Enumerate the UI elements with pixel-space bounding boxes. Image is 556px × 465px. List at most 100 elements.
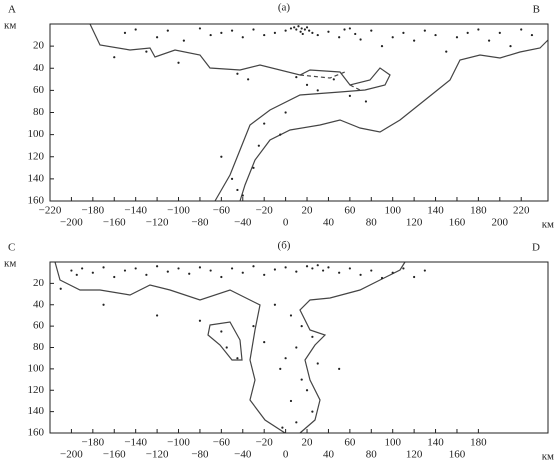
y-tick-label: 140 — [28, 405, 45, 417]
hypocenter — [155, 314, 159, 317]
hypocenter — [297, 25, 300, 28]
hypocenter — [279, 133, 282, 136]
hypocenter — [289, 399, 293, 403]
plot-frame — [49, 261, 549, 434]
hypocenter — [220, 330, 223, 333]
hypocenter — [134, 28, 137, 31]
x-tick-label: −40 — [234, 217, 252, 229]
hypocenter — [241, 271, 244, 274]
hypocenter — [498, 31, 501, 34]
x-tick-label: −100 — [167, 437, 190, 449]
hypocenter — [311, 267, 314, 270]
hypocenter — [273, 268, 277, 271]
hypocenter — [145, 273, 148, 276]
hypocenter — [284, 29, 287, 32]
hypocenter — [252, 28, 255, 31]
hypocenter — [289, 27, 293, 30]
hypocenter — [236, 188, 239, 192]
hypocenter — [327, 266, 330, 269]
hypocenter — [380, 45, 384, 48]
y-tick-label: 120 — [28, 150, 45, 162]
hypocenter — [327, 30, 330, 33]
section-end-label: A — [8, 4, 16, 16]
hypocenter — [487, 39, 491, 42]
hypocenter — [305, 83, 309, 86]
x-tick-label: 0 — [283, 449, 289, 461]
hypocenter — [308, 29, 311, 32]
x-tick-label: 220 — [513, 205, 530, 217]
x-tick-label: 100 — [384, 437, 401, 449]
hypocenter — [305, 389, 309, 392]
x-tick-label: 160 — [449, 217, 466, 229]
hypocenter — [284, 111, 287, 114]
x-tick-label: 40 — [323, 449, 335, 461]
hypocenter — [295, 270, 298, 273]
hypocenter — [509, 45, 512, 48]
x-tick-label: −140 — [124, 205, 147, 217]
hypocenter — [123, 31, 127, 34]
hypocenter — [91, 271, 94, 274]
hypocenter — [198, 266, 202, 269]
hypocenter — [413, 275, 416, 279]
y-tick-label: 80 — [33, 341, 45, 353]
hypocenter — [113, 56, 116, 59]
hypocenter — [402, 31, 405, 34]
hypocenter — [303, 28, 306, 31]
hypocenter — [300, 325, 303, 328]
hypocenter — [279, 367, 282, 370]
x-tick-label: −160 — [103, 217, 126, 229]
x-tick-label: 20 — [302, 437, 314, 449]
y-tick-label: 100 — [28, 362, 45, 374]
x-tick-label: 120 — [406, 217, 423, 229]
hypocenter — [316, 362, 319, 365]
hypocenter — [391, 36, 394, 39]
hypocenter — [359, 273, 362, 276]
hypocenter — [348, 27, 351, 30]
x-tick-label: −20 — [256, 437, 274, 449]
x-tick-label: 60 — [344, 437, 356, 449]
y-tick-label: 40 — [33, 298, 45, 310]
x-tick-label: −180 — [81, 205, 104, 217]
hypocenter — [311, 335, 314, 338]
hypocenter — [220, 31, 223, 34]
hypocenter — [198, 319, 202, 322]
hypocenter — [75, 273, 78, 276]
hypocenter — [263, 273, 266, 276]
x-tick-label: −60 — [213, 437, 231, 449]
hypocenter — [247, 78, 250, 81]
x-tick-label: −200 — [60, 217, 83, 229]
x-tick-label: 120 — [406, 449, 423, 461]
hypocenter — [273, 31, 277, 34]
x-tick-label: −80 — [191, 449, 209, 461]
hypocenter — [364, 100, 368, 103]
x-tick-label: −20 — [256, 205, 274, 217]
hypocenter — [338, 36, 341, 39]
hypocenter — [252, 325, 255, 328]
hypocenter — [230, 29, 234, 32]
hypocenter — [305, 26, 309, 29]
contour — [54, 261, 286, 434]
y-tick-label: 20 — [33, 277, 45, 289]
plot-frame — [49, 23, 549, 202]
x-unit: км — [542, 219, 554, 231]
hypocenter — [123, 269, 127, 272]
contour — [239, 39, 549, 202]
hypocenter — [81, 267, 84, 270]
hypocenter — [70, 269, 73, 272]
hypocenter — [391, 271, 394, 274]
x-tick-label: 80 — [366, 449, 378, 461]
x-tick-label: −220 — [39, 205, 62, 217]
hypocenter — [102, 266, 105, 269]
hypocenter — [434, 33, 437, 37]
hypocenter — [59, 287, 62, 290]
hypocenter — [477, 28, 480, 31]
hypocenter — [113, 275, 116, 279]
hypocenter — [182, 39, 185, 42]
x-tick-label: −120 — [146, 449, 169, 461]
x-tick-label: −200 — [60, 449, 83, 461]
hypocenter — [423, 29, 426, 32]
section-end-label: C — [8, 242, 15, 254]
hypocenter — [466, 31, 469, 34]
hypocenter — [263, 122, 266, 125]
